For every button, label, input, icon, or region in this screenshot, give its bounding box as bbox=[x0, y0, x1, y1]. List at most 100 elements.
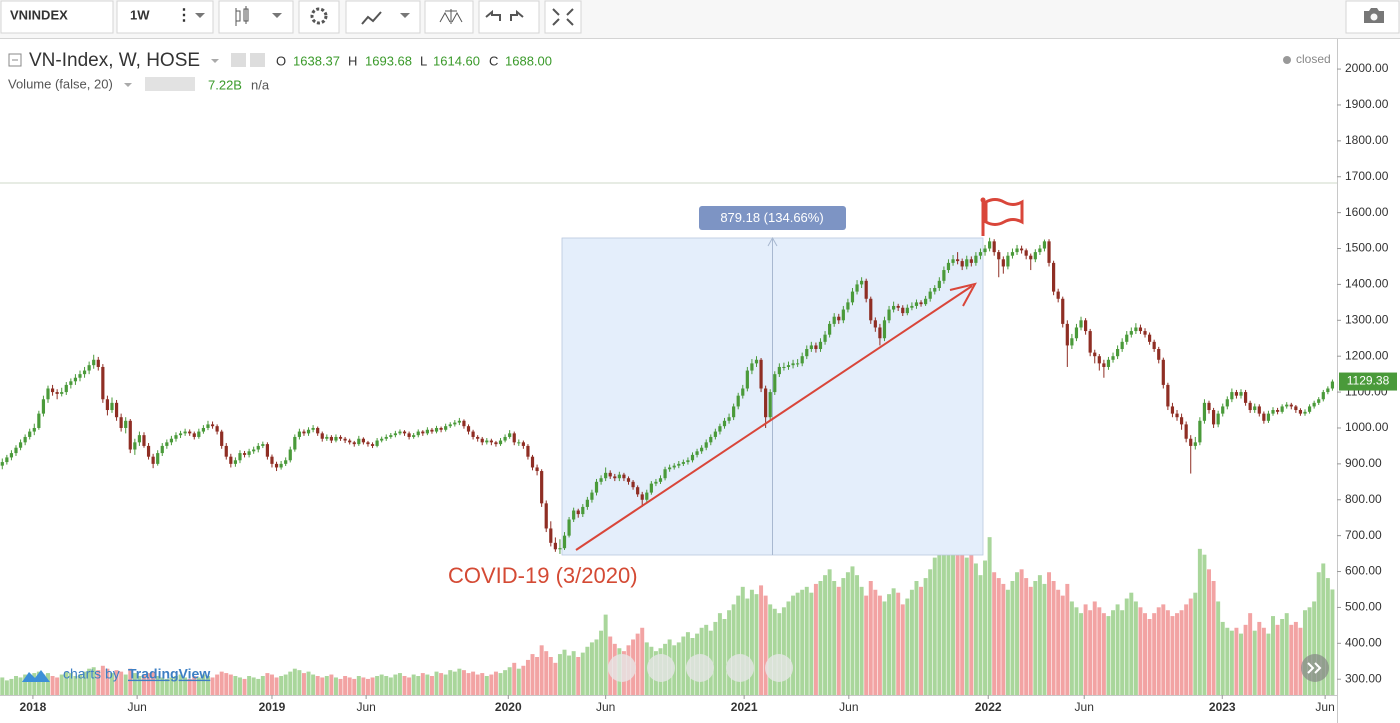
gear-icon[interactable] bbox=[250, 53, 265, 67]
volume-bar bbox=[292, 668, 297, 695]
volume-bar bbox=[640, 627, 645, 695]
y-tick-label: 900.00 bbox=[1345, 456, 1382, 470]
indicator-icon[interactable] bbox=[361, 11, 382, 25]
candle-body bbox=[942, 270, 946, 281]
volume-bar bbox=[791, 595, 796, 695]
volume-bar bbox=[59, 674, 64, 695]
collapse-icon[interactable] bbox=[8, 53, 22, 67]
volume-bar bbox=[64, 671, 69, 695]
settings-icon[interactable] bbox=[310, 7, 328, 25]
interval-box[interactable] bbox=[116, 0, 214, 34]
nav-left[interactable] bbox=[608, 654, 636, 682]
volume-bar bbox=[1115, 604, 1120, 695]
volume-bar bbox=[553, 662, 558, 695]
undo-redo-icon[interactable] bbox=[485, 9, 524, 21]
candle-body bbox=[722, 420, 727, 427]
candle-body bbox=[448, 424, 452, 427]
candle-body bbox=[466, 426, 471, 432]
candle-body bbox=[14, 447, 18, 454]
compare-icon[interactable] bbox=[439, 9, 463, 24]
volume-bar bbox=[1133, 601, 1138, 695]
fullscreen-box[interactable] bbox=[544, 0, 582, 34]
flag bbox=[984, 198, 1024, 226]
settings-box[interactable] bbox=[298, 0, 340, 34]
branding-link[interactable]: TradingView bbox=[128, 666, 210, 682]
volume-bar bbox=[1033, 581, 1038, 695]
candle-body bbox=[562, 535, 567, 549]
candle-body bbox=[201, 427, 206, 432]
undo-box[interactable] bbox=[478, 0, 540, 34]
candle-body bbox=[1097, 356, 1101, 364]
x-tick-label: 2023 bbox=[1209, 700, 1236, 714]
candle-body bbox=[526, 445, 530, 457]
interval[interactable]: 1W bbox=[130, 7, 150, 22]
symbol-box[interactable] bbox=[0, 0, 114, 34]
fullscreen-icon[interactable] bbox=[552, 8, 574, 26]
eye-icon[interactable] bbox=[231, 53, 246, 67]
volume-icons[interactable] bbox=[145, 77, 195, 91]
last-price-box bbox=[1339, 372, 1397, 391]
logo[interactable] bbox=[22, 670, 50, 682]
compare-box[interactable] bbox=[424, 0, 474, 34]
candle-body bbox=[814, 345, 818, 350]
volume-bar bbox=[420, 673, 425, 695]
volume-bar bbox=[841, 578, 846, 695]
candle-body bbox=[530, 456, 535, 468]
candle-body bbox=[1221, 406, 1225, 414]
candle-body bbox=[28, 431, 32, 437]
volume-bar bbox=[823, 575, 828, 695]
ohlc-value: 1638.37 bbox=[293, 53, 340, 68]
volume-bar bbox=[96, 670, 101, 695]
candle-body bbox=[791, 363, 795, 366]
volume-bar bbox=[951, 551, 956, 695]
candle-body bbox=[1065, 323, 1069, 346]
candle-body bbox=[41, 399, 46, 414]
volume-bar bbox=[845, 572, 850, 695]
title-dropdown[interactable] bbox=[211, 59, 219, 63]
nav-reset[interactable] bbox=[686, 654, 714, 682]
candle-body bbox=[850, 291, 855, 303]
volume-bar bbox=[635, 633, 640, 695]
chart-type-box[interactable] bbox=[218, 0, 294, 34]
candle-body bbox=[1216, 413, 1220, 425]
volume-bar bbox=[1083, 604, 1088, 695]
candle-body bbox=[567, 519, 571, 536]
volume-bar bbox=[1239, 633, 1243, 695]
volume-bar bbox=[46, 673, 50, 695]
y-tick-label: 1300.00 bbox=[1345, 312, 1389, 326]
dropdown-icon[interactable] bbox=[195, 13, 205, 18]
nav-scroll-end[interactable] bbox=[1301, 654, 1329, 682]
volume-bar bbox=[164, 678, 169, 695]
volume-bar bbox=[471, 671, 476, 695]
candle-body bbox=[224, 445, 228, 457]
candle-body bbox=[956, 259, 960, 262]
volume-bar bbox=[297, 670, 302, 695]
candle-body bbox=[1047, 241, 1051, 263]
nav-right[interactable] bbox=[765, 654, 793, 682]
indicators-box[interactable] bbox=[345, 0, 421, 34]
candle-body bbox=[165, 442, 169, 446]
volume-bar bbox=[452, 671, 457, 695]
volume-bar bbox=[571, 651, 576, 695]
volume-bar bbox=[909, 589, 914, 695]
symbol[interactable]: VNINDEX bbox=[10, 7, 68, 22]
more-icon[interactable]: ⋮ bbox=[176, 7, 192, 24]
y-tick-label: 1900.00 bbox=[1345, 97, 1389, 111]
candle-body bbox=[924, 298, 928, 305]
candle-body bbox=[1143, 331, 1147, 335]
x-tick-label: 2021 bbox=[731, 700, 758, 714]
candle-body bbox=[494, 442, 498, 445]
ohlc-value: 1693.68 bbox=[365, 53, 412, 68]
ohlc-value: 1614.60 bbox=[433, 53, 480, 68]
volume-bar bbox=[301, 673, 306, 695]
volume-bar bbox=[461, 670, 466, 695]
candle-icon[interactable] bbox=[235, 6, 249, 26]
volume-bar bbox=[105, 668, 110, 695]
volume-bar bbox=[516, 668, 521, 695]
volume-bar bbox=[352, 678, 357, 695]
volume-dropdown[interactable] bbox=[124, 83, 132, 87]
dropdown-icon[interactable] bbox=[400, 13, 410, 18]
nav-zoom-in[interactable] bbox=[726, 654, 754, 682]
nav-zoom-out[interactable] bbox=[647, 654, 675, 682]
dropdown-icon[interactable] bbox=[272, 13, 282, 18]
